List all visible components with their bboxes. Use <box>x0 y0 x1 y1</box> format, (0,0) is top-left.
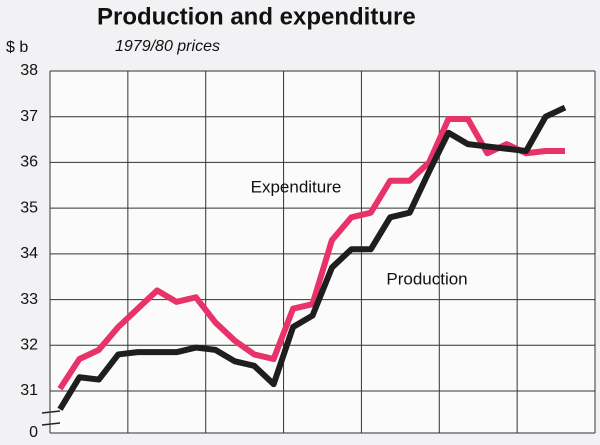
plot-area <box>50 71 595 433</box>
axis-break <box>41 410 61 426</box>
y-tick-label: 32 <box>20 337 38 354</box>
series-label: Expenditure <box>251 177 342 196</box>
y-tick-label: 31 <box>20 382 38 399</box>
break-mark <box>41 422 61 426</box>
y-axis-label: $ b <box>6 39 28 56</box>
chart-title: Production and expenditure <box>97 3 416 30</box>
y-tick-label: 37 <box>20 108 38 125</box>
y-tick-label: 35 <box>20 199 38 216</box>
y-tick-label: 34 <box>20 245 38 262</box>
series-line <box>57 116 565 391</box>
series-label: Production <box>386 269 467 288</box>
y-tick-label: 33 <box>20 291 38 308</box>
y-tick-label: 36 <box>20 154 38 171</box>
y-tick-label: 0 <box>29 424 38 441</box>
series-line <box>57 104 567 411</box>
chart-subtitle: 1979/80 prices <box>115 38 220 55</box>
y-tick-label: 38 <box>20 62 38 79</box>
break-mark <box>41 410 61 414</box>
